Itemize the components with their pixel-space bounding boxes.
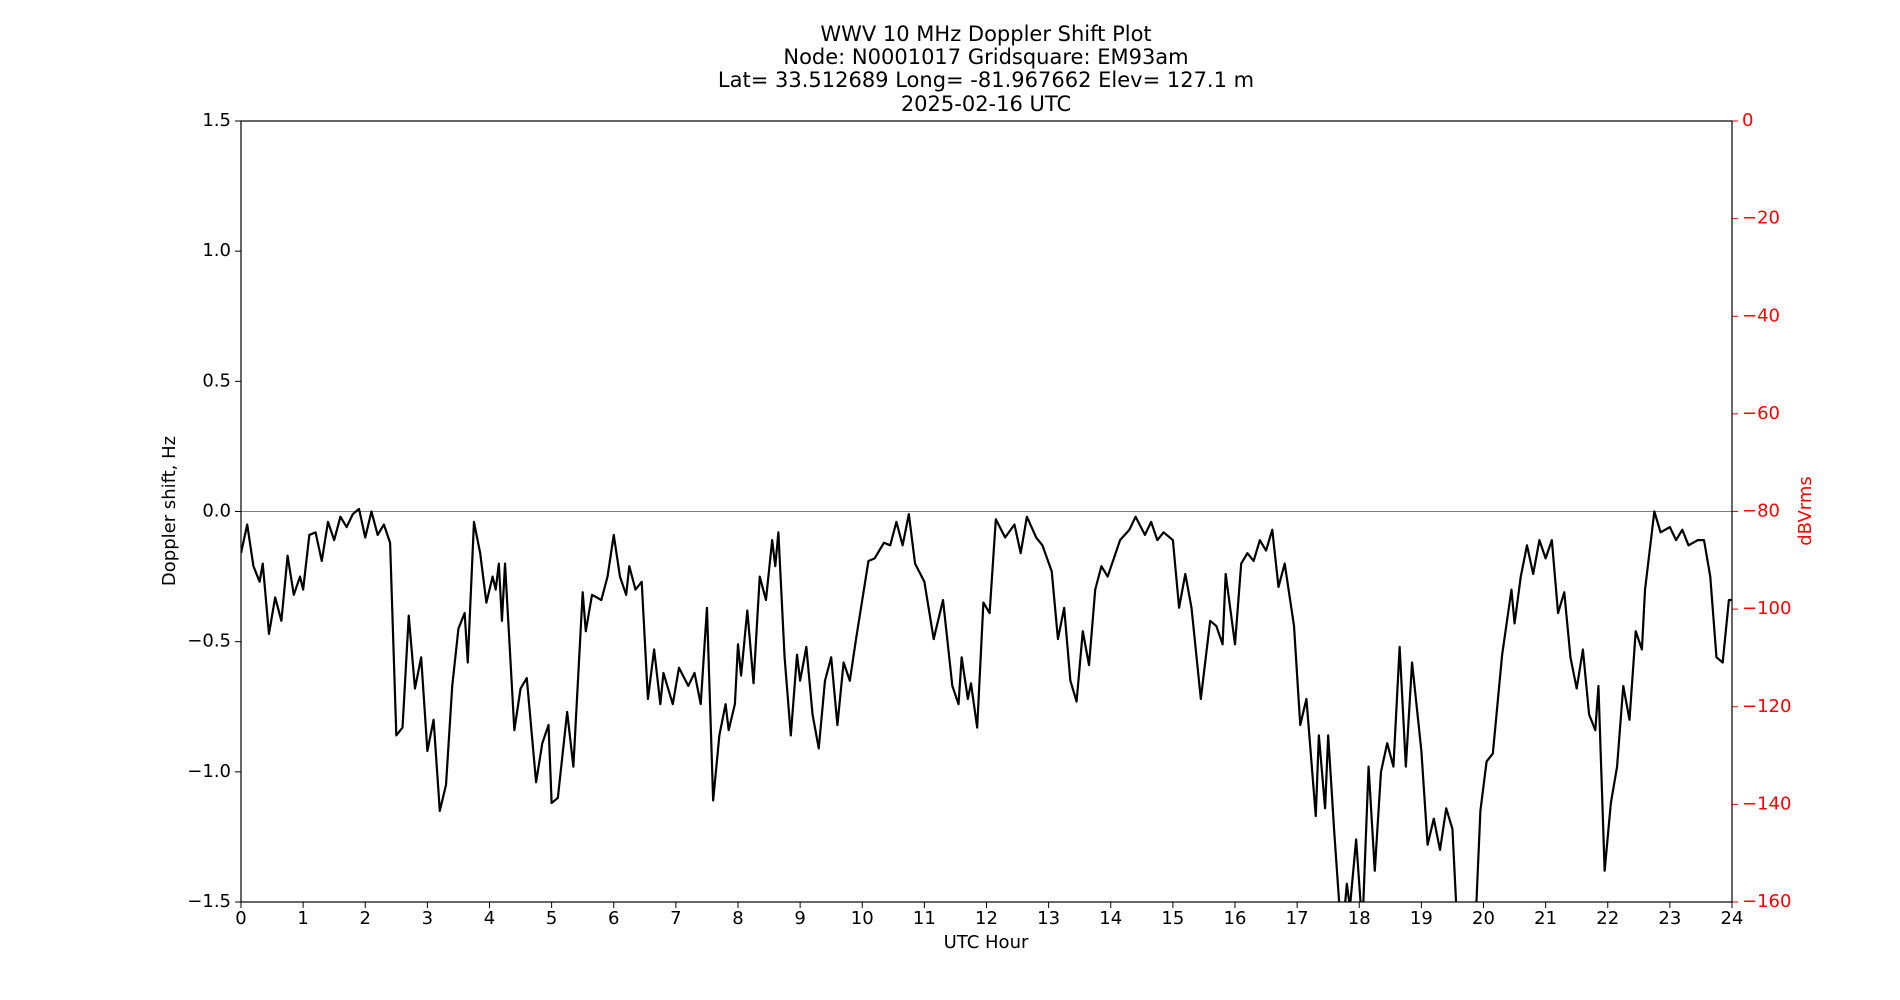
data-line: [241, 507, 1732, 902]
x-tick-label: 11: [913, 908, 936, 929]
x-tick-label: 7: [670, 908, 681, 929]
y-tick-label: 1.0: [202, 240, 231, 261]
x-tick-label: 15: [1161, 908, 1184, 929]
x-tick-label: 4: [484, 908, 495, 929]
chart-subtitle: 2025-02-16 UTC: [901, 92, 1071, 116]
plot-frame: [240, 120, 1733, 903]
x-tick-label: 22: [1596, 908, 1619, 929]
x-tick-label: 6: [608, 908, 619, 929]
x-tick-label: 1: [297, 908, 308, 929]
y-tick-label: 1.5: [202, 110, 231, 131]
chart-title: WWV 10 MHz Doppler Shift Plot: [820, 22, 1151, 46]
x-tick-label: 17: [1286, 908, 1309, 929]
y-tick-label: 0.5: [202, 370, 231, 391]
x-tick-label: 12: [975, 908, 998, 929]
chart-subtitle: Lat= 33.512689 Long= -81.967662 Elev= 12…: [718, 68, 1254, 92]
y2-tick-label: 0: [1742, 110, 1753, 131]
x-tick-label: 16: [1224, 908, 1247, 929]
y-tick-label: 0.0: [202, 501, 231, 522]
y2-tick-label: −40: [1742, 305, 1780, 326]
x-tick-label: 13: [1037, 908, 1060, 929]
y2-tick-label: −80: [1742, 501, 1780, 522]
y2-tick-label: −120: [1742, 696, 1791, 717]
x-tick-label: 5: [546, 908, 557, 929]
y2-tick-label: −140: [1742, 793, 1791, 814]
x-tick-label: 19: [1410, 908, 1433, 929]
x-tick-label: 0: [235, 908, 246, 929]
y-tick-label: −0.5: [187, 631, 231, 652]
x-tick-label: 9: [794, 908, 805, 929]
x-tick-label: 24: [1721, 908, 1744, 929]
x-tick-label: 3: [422, 908, 433, 929]
x-tick-label: 21: [1534, 908, 1557, 929]
y2-tick-label: −20: [1742, 208, 1780, 229]
y2-tick-label: −60: [1742, 403, 1780, 424]
x-tick-label: 18: [1348, 908, 1371, 929]
x-tick-label: 10: [851, 908, 874, 929]
x-tick-label: 2: [360, 908, 371, 929]
y-axis-label: Doppler shift, Hz: [159, 436, 180, 586]
y2-tick-label: −100: [1742, 598, 1791, 619]
chart-subtitle: Node: N0001017 Gridsquare: EM93am: [783, 45, 1188, 69]
x-axis-label: UTC Hour: [944, 932, 1029, 953]
y2-tick-label: −160: [1742, 891, 1791, 912]
x-tick-label: 20: [1472, 908, 1495, 929]
x-tick-label: 23: [1658, 908, 1681, 929]
x-tick-label: 8: [732, 908, 743, 929]
x-tick-label: 14: [1099, 908, 1122, 929]
y-tick-label: −1.5: [187, 891, 231, 912]
y2-axis-label: dBVrms: [1795, 476, 1816, 546]
y-tick-label: −1.0: [187, 761, 231, 782]
